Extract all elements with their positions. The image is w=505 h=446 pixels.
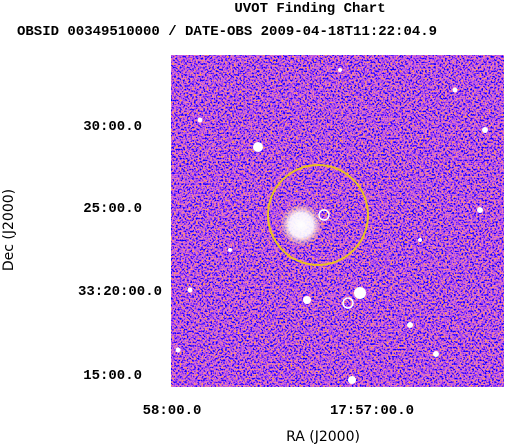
error-circle (267, 164, 369, 266)
y-tick-label: 25:00.0 (83, 201, 142, 217)
source-marker (342, 297, 354, 309)
y-axis-label: Dec (J2000) (1, 189, 17, 271)
source-marker (318, 209, 330, 221)
subtitle: OBSID 00349510000 / DATE-OBS 2009-04-18T… (17, 24, 437, 40)
x-tick-label: 58:00.0 (143, 403, 202, 419)
y-tick-label: 15:00.0 (83, 368, 142, 384)
bright-source (279, 203, 323, 247)
image-background (171, 55, 504, 387)
stars (175, 68, 488, 384)
y-tick-label: 33:20:00.0 (78, 284, 162, 300)
sky-image (171, 55, 504, 387)
title: UVOT Finding Chart (234, 1, 385, 17)
y-tick-label: 30:00.0 (83, 119, 142, 135)
x-axis-label: RA (J2000) (286, 429, 360, 445)
x-tick-label: 17:57:00.0 (330, 403, 414, 419)
